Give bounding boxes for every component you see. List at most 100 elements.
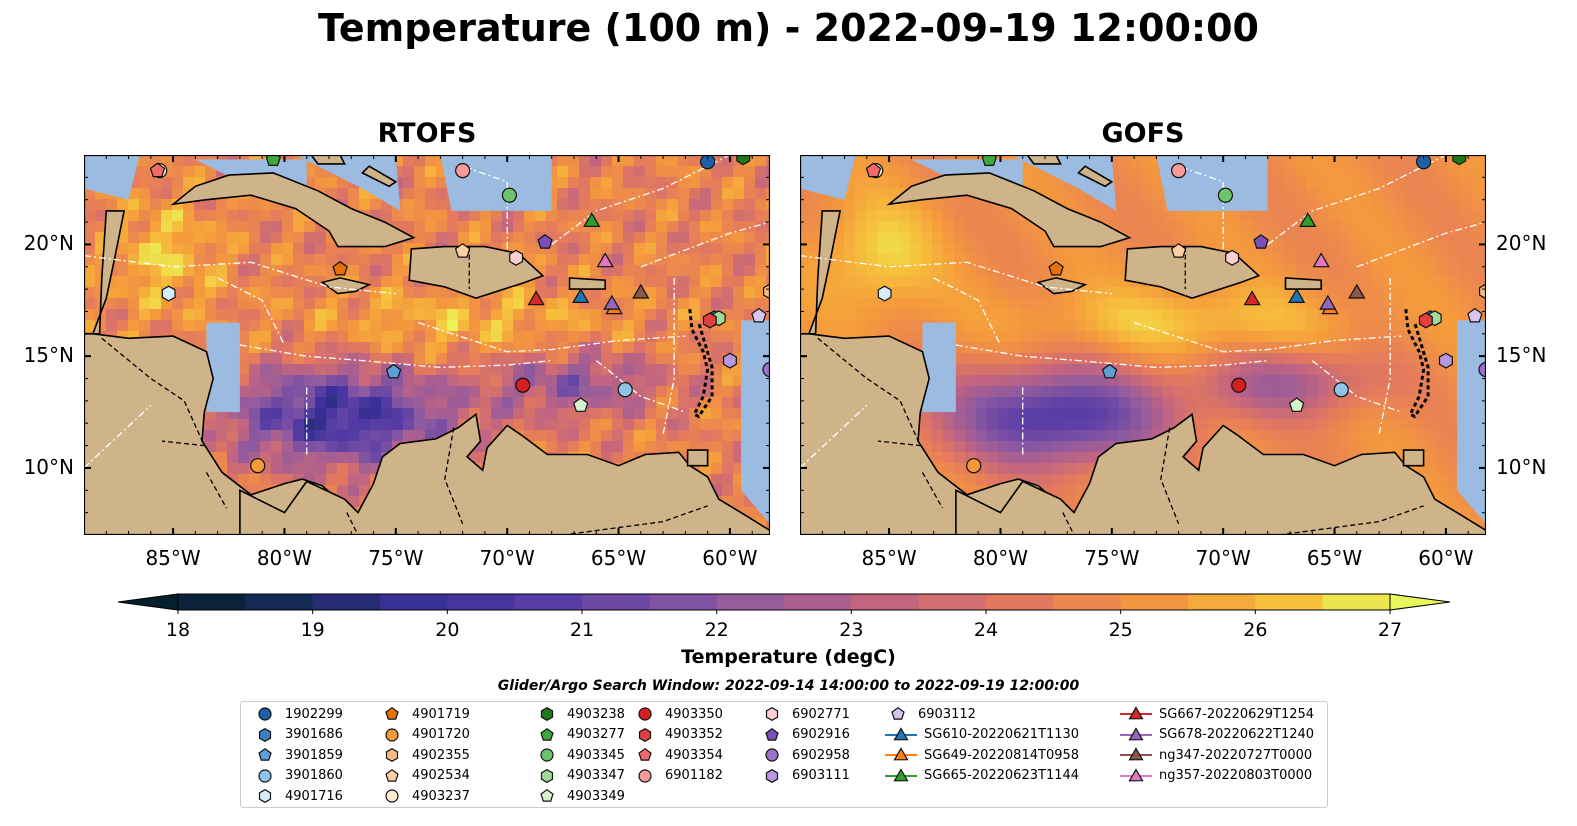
field-cell [1273,408,1285,420]
eez-boundary [640,221,770,268]
field-cell [1339,155,1351,167]
field-cell [612,441,624,453]
field-cell [1053,430,1065,442]
field-cell [899,331,911,343]
field-cell [1438,199,1450,211]
legend-symbol [638,747,652,761]
country-border [346,512,359,535]
field-cell [833,232,845,244]
map-rtofs-canvas [84,155,770,535]
field-cell [260,309,272,321]
field-cell [480,353,492,365]
field-cell [1427,210,1439,222]
field-cell [293,375,305,387]
field-cell [744,496,756,508]
field-cell [833,298,845,310]
field-cell [381,309,393,321]
field-cell [414,364,426,376]
field-cell [1130,375,1142,387]
field-cell [161,276,173,288]
field-cell [932,221,944,233]
field-cell [557,243,569,255]
field-cell [1075,353,1087,365]
field-cell [1306,419,1318,431]
field-cell [1119,419,1131,431]
field-cell [998,364,1010,376]
field-cell [1361,155,1373,167]
field-cell [899,243,911,255]
field-cell [1361,331,1373,343]
panel-title-rtofs: RTOFS [377,118,477,149]
field-cell [282,309,294,321]
field-cell [976,320,988,332]
field-cell [392,375,404,387]
obs-marker [1319,294,1337,310]
field-cell [1361,441,1373,453]
field-cell [491,210,503,222]
field-cell [1427,386,1439,398]
field-cell [579,265,591,277]
field-cell [370,430,382,442]
field-cell [128,221,140,233]
field-cell [95,221,107,233]
field-cell [1218,375,1230,387]
field-cell [800,276,812,288]
field-cell [1449,188,1461,200]
field-cell [623,155,635,167]
field-cell [568,254,580,266]
field-cell [678,276,690,288]
field-cell [535,309,547,321]
field-cell [348,243,360,255]
field-cell [1449,342,1461,354]
legend-symbol [540,748,554,762]
field-cell [249,254,261,266]
field-cell [568,408,580,420]
field-cell [260,221,272,233]
field-cell [1240,364,1252,376]
field-cell [1328,243,1340,255]
field-cell [711,331,723,343]
field-cell [1361,375,1373,387]
legend-item: 6903111 [758,766,850,786]
eez-boundary [239,344,552,369]
field-cell [326,452,338,464]
x-tick-label: 60°W [702,546,758,570]
field-cell [601,408,613,420]
field-cell [1284,254,1296,266]
field-cell [414,188,426,200]
field-cell [1042,364,1054,376]
field-cell [150,298,162,310]
field-cell [480,386,492,398]
field-cell [480,320,492,332]
legend-item: 1902299 [251,704,343,724]
field-cell [271,221,283,233]
field-cell [844,254,856,266]
field-cell [326,485,338,497]
field-cell [315,221,327,233]
field-cell [139,254,151,266]
field-cell [1152,342,1164,354]
field-cell [1273,386,1285,398]
y-tick-label-right: 15°N [1496,343,1547,368]
field-cell [1053,309,1065,321]
field-cell [1064,441,1076,453]
field-cell [1009,221,1021,233]
field-cell [733,298,745,310]
field-cell [954,221,966,233]
field-cell [612,353,624,365]
field-cell [370,276,382,288]
field-cell [833,287,845,299]
field-cell [1075,265,1087,277]
field-cell [811,232,823,244]
field-cell [877,309,889,321]
field-cell [987,254,999,266]
field-cell [1438,452,1450,464]
field-cell [744,243,756,255]
field-cell [711,265,723,277]
field-cell [667,441,679,453]
field-cell [1020,287,1032,299]
field-cell [524,276,536,288]
field-cell [601,210,613,222]
field-cell [1383,287,1395,299]
field-cell [271,408,283,420]
